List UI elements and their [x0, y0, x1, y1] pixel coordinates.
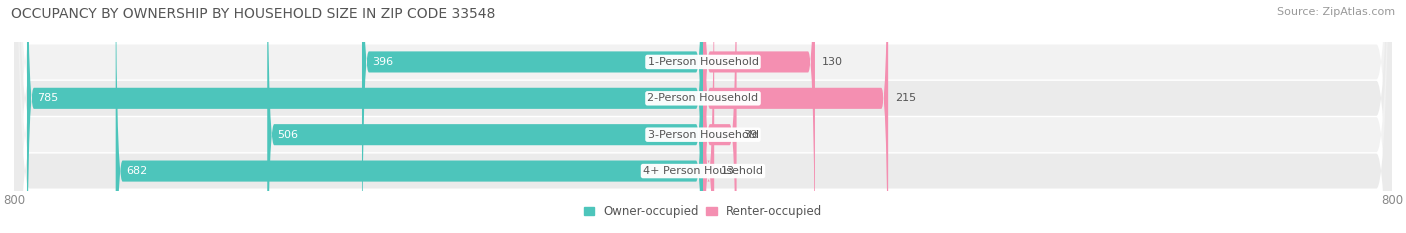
Text: 506: 506	[277, 130, 298, 140]
FancyBboxPatch shape	[14, 0, 1392, 233]
FancyBboxPatch shape	[27, 0, 703, 233]
FancyBboxPatch shape	[115, 0, 703, 233]
FancyBboxPatch shape	[14, 0, 1392, 233]
Text: 3-Person Household: 3-Person Household	[648, 130, 758, 140]
FancyBboxPatch shape	[703, 0, 815, 233]
FancyBboxPatch shape	[267, 0, 703, 233]
Text: 130: 130	[823, 57, 842, 67]
Text: 396: 396	[373, 57, 394, 67]
FancyBboxPatch shape	[703, 0, 889, 233]
Text: Source: ZipAtlas.com: Source: ZipAtlas.com	[1277, 7, 1395, 17]
Text: 2-Person Household: 2-Person Household	[647, 93, 759, 103]
FancyBboxPatch shape	[361, 0, 703, 233]
Text: 682: 682	[127, 166, 148, 176]
Text: 4+ Person Household: 4+ Person Household	[643, 166, 763, 176]
FancyBboxPatch shape	[703, 0, 714, 233]
FancyBboxPatch shape	[703, 0, 737, 233]
Text: 215: 215	[896, 93, 917, 103]
Text: 39: 39	[744, 130, 758, 140]
Legend: Owner-occupied, Renter-occupied: Owner-occupied, Renter-occupied	[583, 205, 823, 218]
Text: 785: 785	[38, 93, 59, 103]
Text: OCCUPANCY BY OWNERSHIP BY HOUSEHOLD SIZE IN ZIP CODE 33548: OCCUPANCY BY OWNERSHIP BY HOUSEHOLD SIZE…	[11, 7, 496, 21]
FancyBboxPatch shape	[14, 0, 1392, 233]
FancyBboxPatch shape	[14, 0, 1392, 233]
Text: 1-Person Household: 1-Person Household	[648, 57, 758, 67]
Text: 13: 13	[721, 166, 735, 176]
